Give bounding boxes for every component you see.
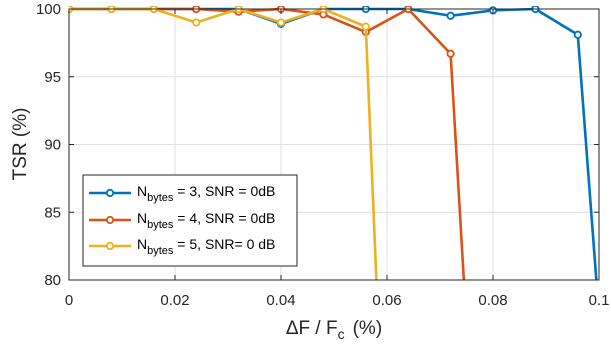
data-point [361, 22, 370, 31]
tick-marks [68, 8, 600, 281]
x-tick-label: 0 [65, 292, 73, 309]
y-tick-label: 90 [44, 137, 61, 154]
x-tick-label: 0.02 [160, 292, 189, 309]
y-axis-label: TSR (%) [10, 108, 31, 181]
x-tick-label: 0.1 [589, 292, 610, 309]
y-tick-label: 85 [44, 204, 61, 221]
data-point [276, 18, 286, 27]
legend-swatch-marker [105, 188, 115, 198]
legend-label: Nbytes = 5, SNR= 0 dB [137, 236, 275, 257]
x-tick-label: 0.06 [372, 292, 401, 309]
legend-item-3: Nbytes = 5, SNR= 0 dB [89, 236, 275, 257]
data-point [446, 49, 455, 58]
x-axis-label: ΔF / Fc (%) [286, 318, 382, 342]
x-tick-labels: 0 0.02 0.04 0.06 0.08 0.1 [65, 292, 610, 309]
y-tick-label: 100 [36, 1, 61, 18]
legend-label: Nbytes = 4, SNR = 0dB [137, 210, 275, 231]
legend-item-2: Nbytes = 4, SNR = 0dB [89, 210, 275, 231]
legend-label: Nbytes = 3, SNR = 0dB [137, 183, 275, 204]
legend: Nbytes = 3, SNR = 0dB Nbytes = 4, SNR = 0… [82, 174, 298, 267]
data-point [192, 18, 201, 27]
legend-swatch-marker [105, 215, 115, 225]
data-point [446, 11, 455, 20]
legend-box [82, 174, 298, 267]
y-tick-label: 95 [44, 69, 61, 86]
y-tick-labels: 80 85 90 95 100 [36, 1, 61, 289]
y-tick-label: 80 [44, 272, 61, 289]
data-point [573, 30, 582, 39]
x-tick-label: 0.08 [478, 292, 507, 309]
legend-swatch-marker [105, 241, 115, 251]
legend-item-1: Nbytes = 3, SNR = 0dB [89, 183, 275, 204]
x-tick-label: 0.04 [266, 292, 295, 309]
